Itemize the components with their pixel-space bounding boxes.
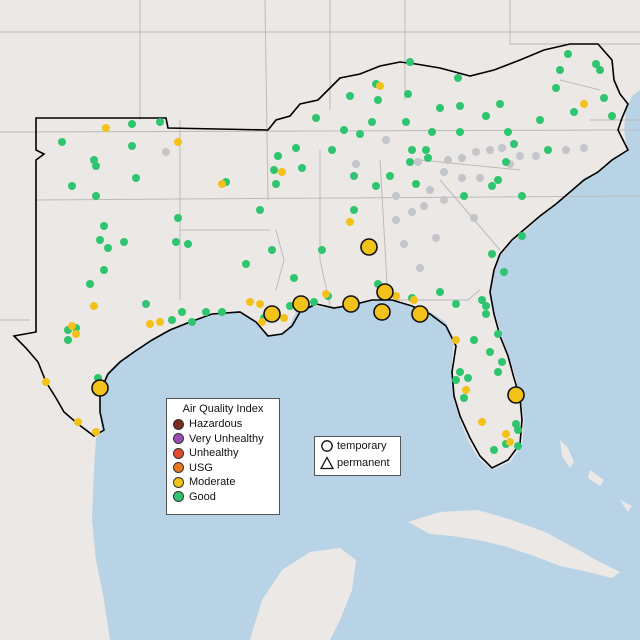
legend-row-moderate: Moderate [167,475,279,490]
moderate-monitors [42,82,588,446]
legend-row-very-unhealthy: Very Unhealthy [167,432,279,447]
legend-label-very-unhealthy: Very Unhealthy [189,432,264,445]
bahamas-land [560,440,632,512]
legend-row-unhealthy: Unhealthy [167,446,279,461]
moderate-large-monitors [91,238,525,404]
legend-row-temporary: temporary [315,438,400,454]
legend-row-usg: USG [167,461,279,476]
legend-label-permanent: permanent [337,457,390,469]
monitor-type-legend: temporary permanent [314,436,401,476]
aqi-legend-title: Air Quality Index [182,403,264,415]
very-unhealthy-swatch [173,433,184,445]
legend-label-temporary: temporary [337,440,387,452]
legend-label-hazardous: Hazardous [189,418,243,431]
legend-label-usg: USG [189,461,213,474]
legend-label-unhealthy: Unhealthy [189,447,239,460]
legend-row-permanent: permanent [315,455,400,471]
hazardous-swatch [173,418,184,430]
cuba-land [408,510,620,578]
triangle-icon [319,456,335,470]
state-boundaries [0,0,640,321]
circle-icon [321,440,333,452]
legend-row-good: Good [167,490,279,505]
moderate-swatch [173,476,184,488]
legend-label-good: Good [189,490,216,503]
legend-row-hazardous: Hazardous [167,417,279,432]
unhealthy-swatch [173,447,184,459]
legend-label-moderate: Moderate [189,476,236,489]
aqi-legend: Air Quality Index Hazardous Very Unhealt… [166,398,280,515]
yucatan-land [250,548,356,640]
usg-swatch [173,462,184,474]
good-swatch [173,491,184,503]
gray-monitors [162,136,588,272]
good-monitors [58,50,616,454]
